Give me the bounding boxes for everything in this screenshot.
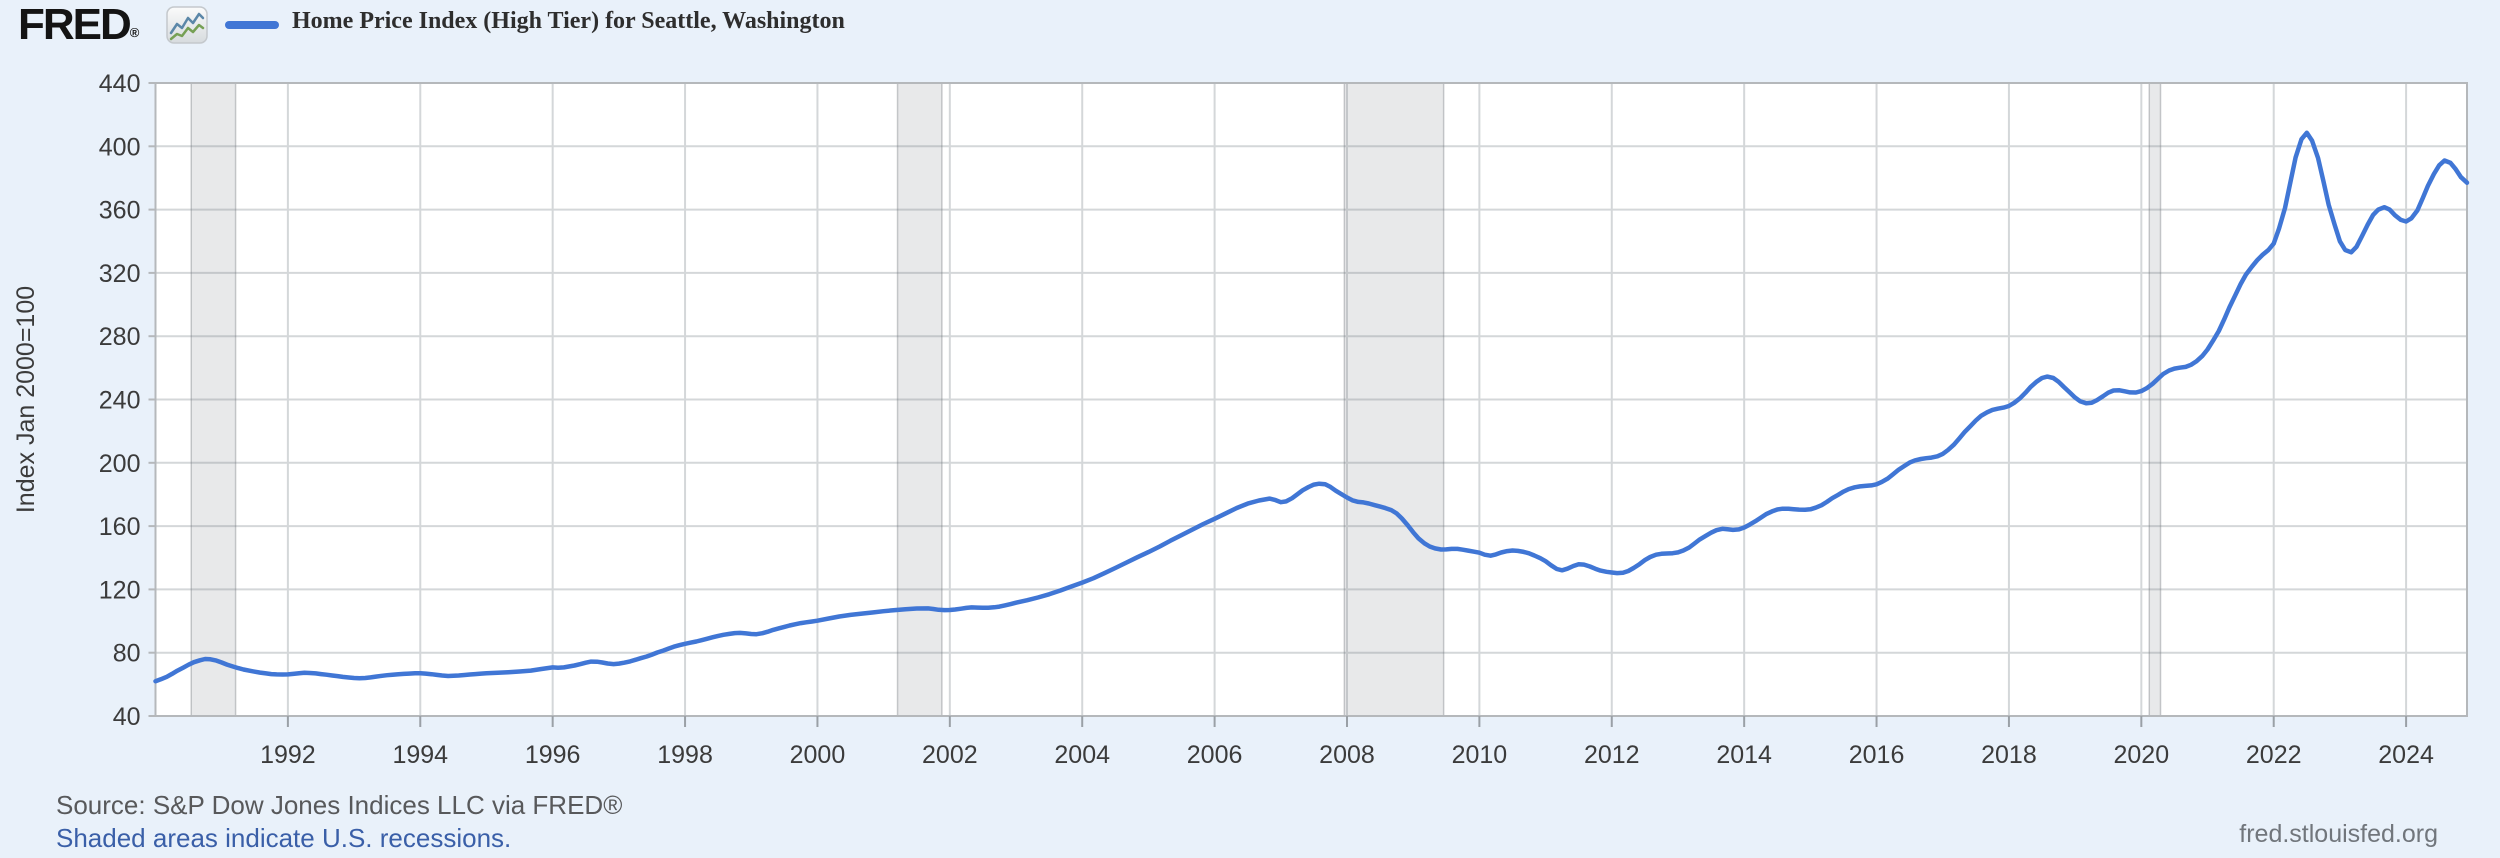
registered-mark: ® [129, 25, 140, 40]
x-tick-label: 1996 [525, 741, 581, 769]
legend-line-swatch [225, 21, 279, 29]
x-tick-label: 2020 [2114, 741, 2170, 769]
y-tick-label: 280 [99, 323, 141, 351]
fred-logo[interactable]: FRED® [18, 0, 140, 49]
y-tick-label: 440 [99, 70, 141, 98]
y-axis-title: Index Jan 2000=100 [12, 286, 40, 513]
chart-header: FRED® Home Price Index (High Tier) for S… [0, 0, 2500, 50]
recession-band [2149, 83, 2161, 716]
x-tick-label: 2024 [2378, 741, 2434, 769]
series-line[interactable] [153, 130, 2470, 684]
recession-band [1344, 83, 1444, 716]
x-tick-label: 2022 [2246, 741, 2302, 769]
x-tick-label: 2016 [1849, 741, 1905, 769]
recession-band [191, 83, 236, 716]
x-tick-label: 1992 [260, 741, 316, 769]
x-tick-label: 2018 [1981, 741, 2037, 769]
recession-note-link[interactable]: Shaded areas indicate U.S. recessions. [56, 823, 512, 853]
y-tick-label: 120 [99, 576, 141, 604]
x-tick-label: 2012 [1584, 741, 1640, 769]
y-tick-label: 200 [99, 450, 141, 478]
x-tick-label: 2014 [1716, 741, 1772, 769]
x-tick-label: 2004 [1054, 741, 1110, 769]
x-tick-label: 2008 [1319, 741, 1375, 769]
x-tick-label: 2002 [922, 741, 978, 769]
y-tick-label: 240 [99, 387, 141, 415]
y-tick-label: 400 [99, 133, 141, 161]
fred-sparkline-icon [166, 6, 208, 44]
y-tick-label: 40 [113, 703, 141, 731]
y-tick-label: 360 [99, 197, 141, 225]
recession-band [897, 83, 942, 716]
y-tick-label: 80 [113, 640, 141, 668]
source-text: Source: S&P Dow Jones Indices LLC via FR… [56, 790, 623, 820]
x-tick-label: 2000 [790, 741, 846, 769]
x-tick-label: 1994 [392, 741, 448, 769]
series-title: Home Price Index (High Tier) for Seattle… [292, 8, 845, 34]
x-tick-label: 1998 [657, 741, 713, 769]
fred-watermark: fred.stlouisfed.org [2239, 820, 2438, 848]
x-tick-label: 2010 [1452, 741, 1508, 769]
y-tick-label: 320 [99, 260, 141, 288]
y-tick-label: 160 [99, 513, 141, 541]
x-tick-label: 2006 [1187, 741, 1243, 769]
